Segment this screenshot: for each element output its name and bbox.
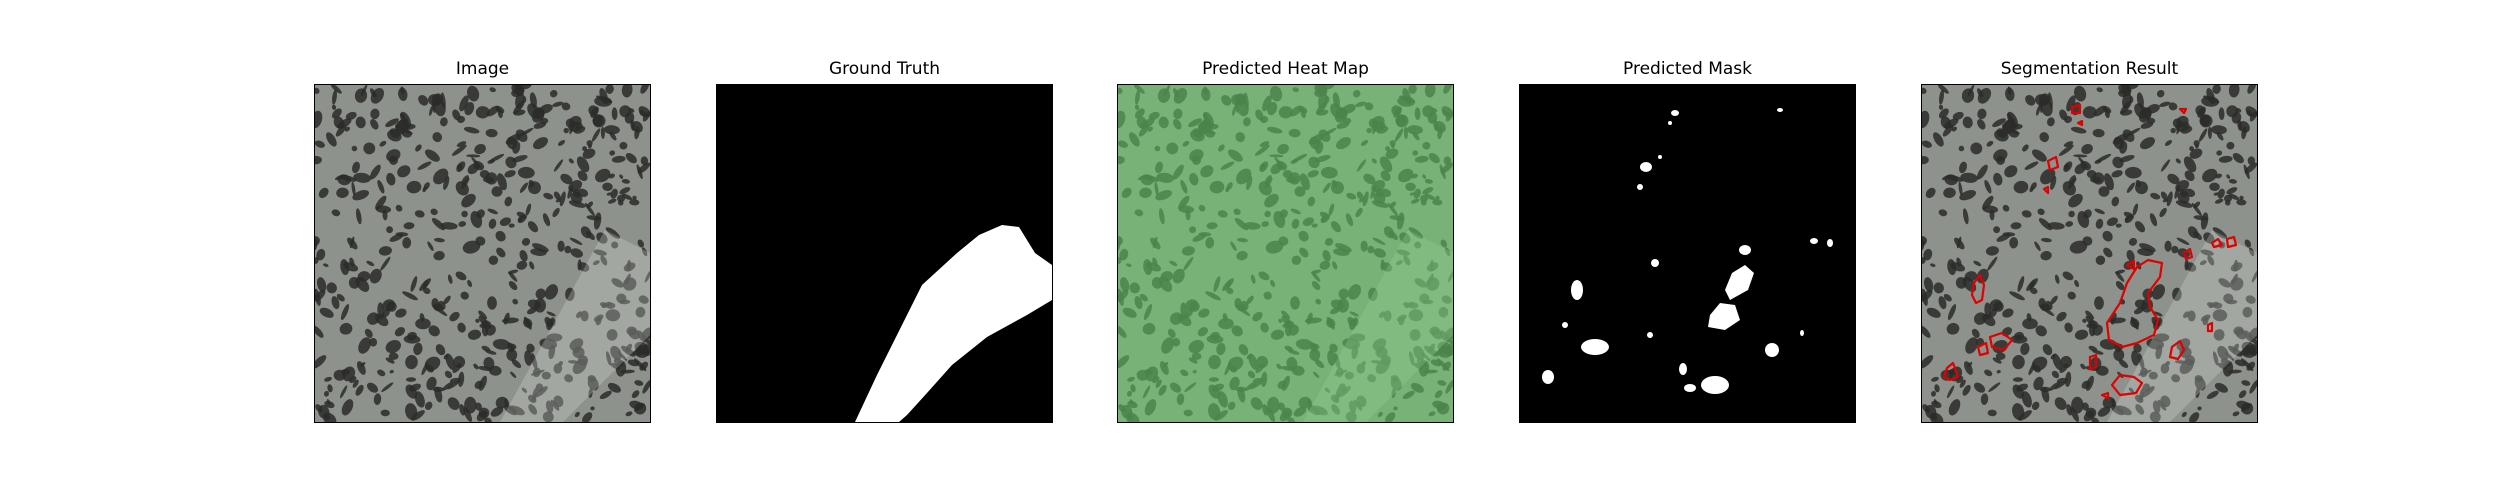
mask-frame bbox=[1519, 84, 1856, 423]
ground-truth-mask bbox=[717, 85, 1052, 422]
image-frame bbox=[314, 84, 651, 423]
ground-truth-frame bbox=[716, 84, 1053, 423]
heat-map-frame bbox=[1117, 84, 1454, 423]
segmentation-overlay bbox=[1922, 85, 2257, 422]
panel-title-segmentation: Segmentation Result bbox=[2000, 59, 2179, 79]
texture-image bbox=[315, 85, 650, 422]
panel-ground-truth: Ground Truth bbox=[716, 59, 1053, 423]
panel-title-mask: Predicted Mask bbox=[1623, 59, 1752, 79]
panel-mask: Predicted Mask bbox=[1519, 59, 1856, 423]
predicted-mask bbox=[1520, 85, 1855, 422]
panel-title-ground-truth: Ground Truth bbox=[828, 59, 941, 79]
panel-segmentation: Segmentation Result bbox=[1921, 59, 2258, 423]
panel-heat-map: Predicted Heat Map bbox=[1117, 59, 1454, 423]
heat-map-overlay bbox=[1118, 85, 1453, 422]
panel-title-image: Image bbox=[455, 59, 510, 79]
panel-image: Image bbox=[314, 59, 651, 423]
segmentation-frame bbox=[1921, 84, 2258, 423]
panel-title-heat-map: Predicted Heat Map bbox=[1202, 59, 1369, 79]
